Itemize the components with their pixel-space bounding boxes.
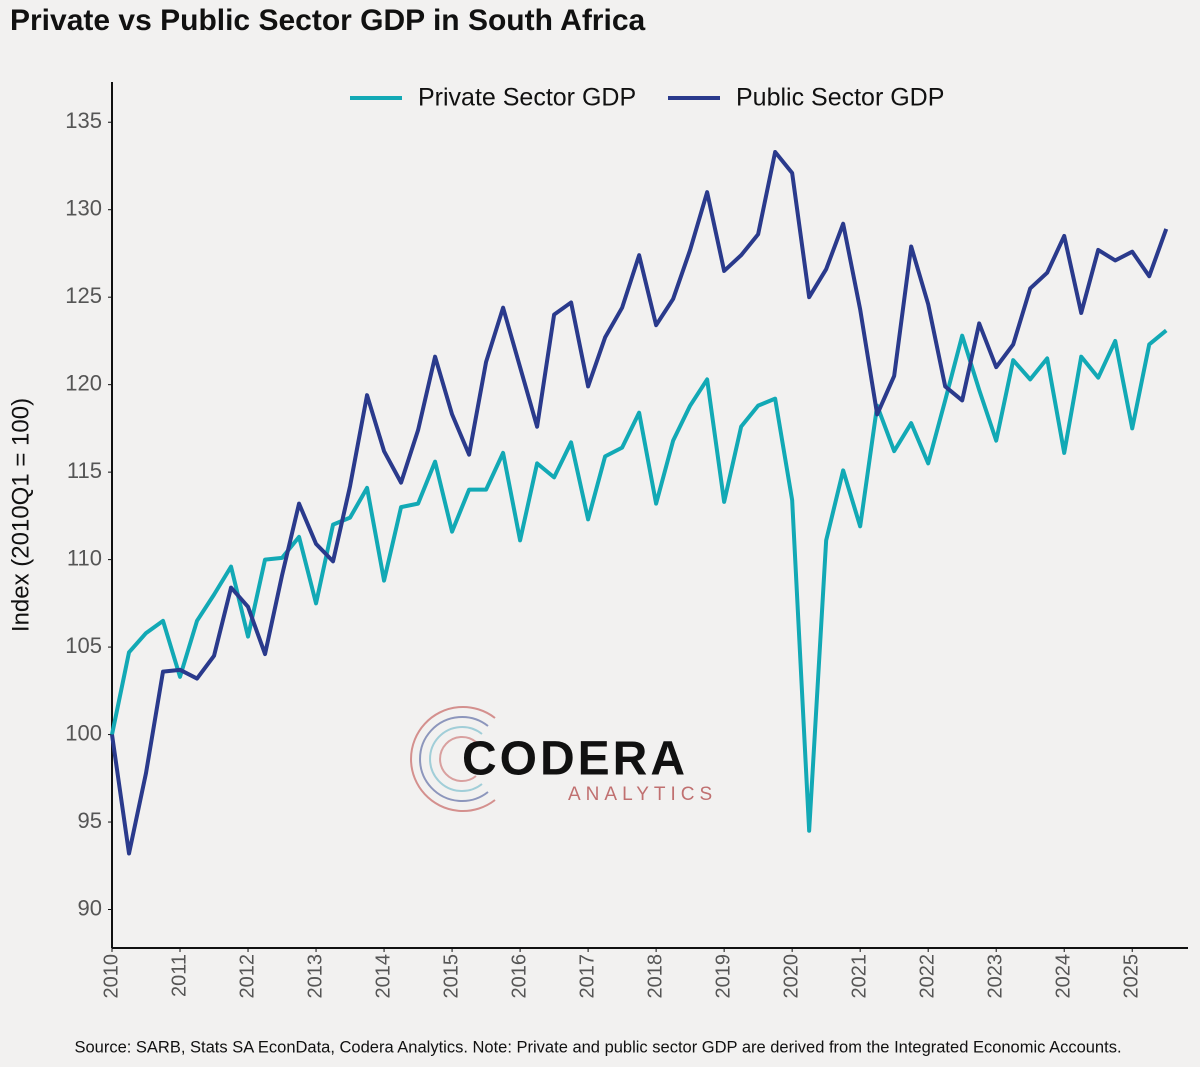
logo-tagline: ANALYTICS bbox=[568, 784, 717, 805]
legend-label: Public Sector GDP bbox=[736, 84, 944, 112]
x-tick-label: 2010 bbox=[100, 954, 122, 999]
y-tick-label: 100 bbox=[65, 720, 102, 745]
x-tick-label: 2011 bbox=[168, 954, 190, 997]
x-tick-label: 2024 bbox=[1052, 954, 1074, 999]
x-tick-label: 2016 bbox=[508, 954, 530, 999]
legend-label: Private Sector GDP bbox=[418, 84, 636, 112]
x-tick-label: 2019 bbox=[712, 954, 734, 999]
y-tick-label: 105 bbox=[65, 633, 102, 658]
logo-name: CODERA bbox=[462, 733, 688, 786]
logo: CODERA ANALYTICS bbox=[410, 706, 717, 812]
x-tick-label: 2020 bbox=[780, 954, 802, 999]
chart-title: Private vs Public Sector GDP in South Af… bbox=[10, 4, 646, 37]
source-note: Source: SARB, Stats SA EconData, Codera … bbox=[74, 1038, 1121, 1056]
x-tick-label: 2015 bbox=[440, 954, 462, 999]
y-tick-label: 135 bbox=[65, 108, 102, 133]
y-tick-label: 130 bbox=[65, 196, 102, 221]
y-tick-label: 120 bbox=[65, 370, 102, 395]
x-tick-label: 2017 bbox=[576, 954, 598, 999]
data-line bbox=[110, 149, 1169, 856]
x-tick-label: 2021 bbox=[848, 954, 870, 999]
x-tick-label: 2013 bbox=[304, 954, 326, 999]
x-tick-label: 2014 bbox=[372, 954, 394, 999]
x-tick-label: 2012 bbox=[236, 954, 258, 999]
y-tick-label: 110 bbox=[67, 545, 102, 570]
x-tick-label: 2022 bbox=[916, 954, 938, 999]
x-tick-label: 2018 bbox=[644, 954, 666, 999]
y-axis-label: Index (2010Q1 = 100) bbox=[7, 398, 34, 632]
y-tick-label: 90 bbox=[78, 895, 102, 920]
x-tick-label: 2025 bbox=[1121, 954, 1143, 999]
x-tick-label: 2023 bbox=[984, 954, 1006, 999]
y-tick-label: 125 bbox=[65, 283, 102, 308]
y-tick-label: 95 bbox=[78, 808, 102, 833]
y-tick-label: 115 bbox=[67, 458, 102, 483]
logo-arcs bbox=[410, 706, 496, 812]
